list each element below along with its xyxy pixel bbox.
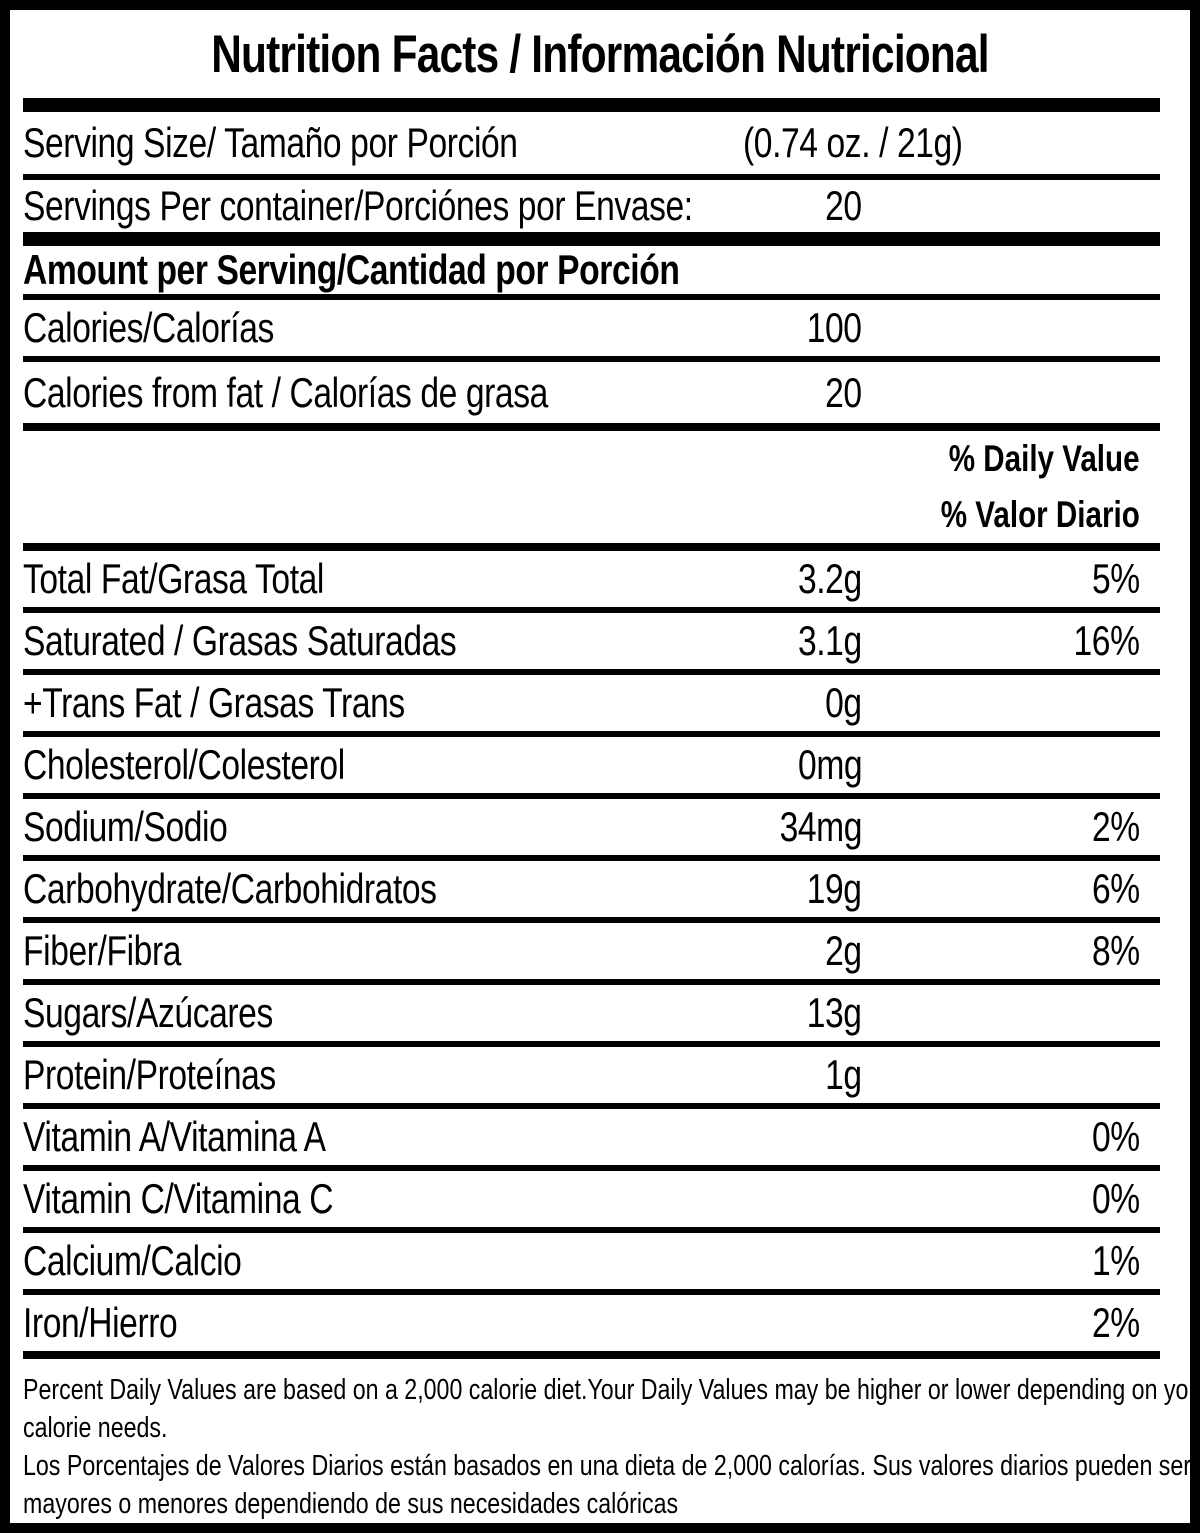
footnote-text-en-1: Percent Daily Values are based on a 2,00…: [23, 1373, 1200, 1406]
calories-row: Calories/Calorías 100: [10, 300, 1190, 356]
nutrient-daily-value: 1%: [1092, 1237, 1140, 1284]
divider: [23, 1041, 1160, 1047]
serving-size-value: (0.74 oz. / 21g): [743, 119, 963, 166]
nutrient-amount: 0mg: [797, 741, 863, 788]
footnote-line: Los Porcentajes de Valores Diarios están…: [23, 1447, 1191, 1485]
nutrient-amount: 3.2g: [798, 555, 862, 602]
divider: [23, 669, 1160, 675]
label-title-bar: Nutrition Facts / Información Nutriciona…: [10, 10, 1190, 98]
divider: [23, 731, 1160, 737]
calories-from-fat-value: 20: [825, 368, 862, 416]
divider: [23, 979, 1160, 985]
nutrient-row-fiber: Fiber/Fibra 2g 8%: [10, 923, 1190, 979]
nutrient-row-total-fat: Total Fat/Grasa Total 3.2g 5%: [10, 551, 1190, 607]
divider: [23, 1103, 1160, 1109]
nutrient-row-vitamin-c: Vitamin C/Vitamina C 0%: [10, 1171, 1190, 1227]
nutrient-label: Total Fat/Grasa Total: [23, 555, 324, 602]
nutrient-label: +Trans Fat / Grasas Trans: [23, 679, 405, 726]
nutrient-amount: 0g: [825, 679, 862, 726]
nutrient-label: Carbohydrate/Carbohidratos: [23, 865, 437, 912]
nutrient-daily-value: 8%: [1092, 927, 1140, 974]
divider-medium: [23, 423, 1160, 431]
nutrient-label: Protein/Proteínas: [23, 1051, 276, 1098]
nutrient-daily-value: 5%: [1092, 555, 1140, 602]
divider-medium: [23, 543, 1160, 551]
footnote-text-en-2: calorie needs.: [23, 1411, 168, 1444]
footnote-text-es-1: Los Porcentajes de Valores Diarios están…: [23, 1449, 1192, 1482]
serving-size-row: Serving Size/ Tamaño por Porción (0.74 o…: [10, 112, 1190, 174]
divider: [23, 793, 1160, 799]
nutrient-row-sodium: Sodium/Sodio 34mg 2%: [10, 799, 1190, 855]
nutrient-amount: 2g: [825, 927, 862, 974]
calories-label: Calories/Calorías: [23, 304, 274, 351]
divider: [23, 356, 1160, 362]
serving-size-label: Serving Size/ Tamaño por Porción: [23, 119, 518, 166]
footnote-text-es-2: mayores o menores dependiendo de sus nec…: [23, 1487, 679, 1520]
calories-from-fat-label: Calories from fat / Calorías de grasa: [23, 368, 548, 416]
daily-value-header-en: % Daily Value: [949, 438, 1140, 479]
nutrient-label: Cholesterol/Colesterol: [23, 741, 345, 788]
divider-thick: [23, 232, 1160, 246]
divider: [23, 855, 1160, 861]
nutrient-label: Sugars/Azúcares: [23, 989, 273, 1036]
footnote-line: Percent Daily Values are based on a 2,00…: [23, 1371, 1200, 1409]
divider: [23, 1165, 1160, 1171]
nutrient-label: Vitamin C/Vitamina C: [23, 1175, 334, 1222]
nutrient-row-vitamin-a: Vitamin A/Vitamina A 0%: [10, 1109, 1190, 1165]
nutrient-daily-value: 2%: [1092, 803, 1140, 850]
nutrient-amount: 13g: [807, 989, 862, 1036]
daily-value-header: % Daily Value % Valor Diario: [10, 431, 1190, 543]
nutrient-label: Fiber/Fibra: [23, 927, 182, 974]
nutrient-amount: 34mg: [779, 803, 863, 850]
nutrient-row-cholesterol: Cholesterol/Colesterol 0mg: [10, 737, 1190, 793]
divider: [23, 607, 1160, 613]
divider: [23, 1227, 1160, 1233]
divider: [23, 1289, 1160, 1295]
nutrient-row-saturated-fat: Saturated / Grasas Saturadas 3.1g 16%: [10, 613, 1190, 669]
amount-per-serving-heading-row: Amount per Serving/Cantidad por Porción: [10, 246, 1190, 294]
amount-per-serving-heading: Amount per Serving/Cantidad por Porción: [23, 246, 680, 293]
nutrient-amount: 1g: [825, 1051, 862, 1098]
daily-value-header-es: % Valor Diario: [940, 494, 1140, 535]
calories-value: 100: [807, 304, 862, 351]
nutrient-label: Calcium/Calcio: [23, 1237, 242, 1284]
label-title: Nutrition Facts / Información Nutriciona…: [211, 24, 989, 84]
servings-per-container-row: Servings Per container/Porciónes por Env…: [10, 180, 1190, 232]
nutrient-amount: 3.1g: [798, 617, 862, 664]
nutrient-row-calcium: Calcium/Calcio 1%: [10, 1233, 1190, 1289]
divider-thick: [23, 98, 1160, 112]
nutrient-label: Vitamin A/Vitamina A: [23, 1113, 326, 1160]
nutrient-label: Saturated / Grasas Saturadas: [23, 617, 457, 664]
servings-per-container-label: Servings Per container/Porciónes por Env…: [23, 182, 693, 229]
nutrient-daily-value: 6%: [1092, 865, 1140, 912]
daily-value-header-en-line: % Daily Value: [10, 431, 1190, 487]
nutrient-label: Iron/Hierro: [23, 1299, 178, 1346]
footnote: Percent Daily Values are based on a 2,00…: [10, 1359, 1200, 1523]
nutrient-daily-value: 2%: [1092, 1299, 1140, 1346]
nutrient-row-sugars: Sugars/Azúcares 13g: [10, 985, 1190, 1041]
nutrient-daily-value: 16%: [1073, 617, 1140, 664]
calories-from-fat-row: Calories from fat / Calorías de grasa 20: [10, 362, 1190, 423]
nutrient-daily-value: 0%: [1092, 1113, 1140, 1160]
divider-medium: [23, 1351, 1160, 1359]
nutrient-row-protein: Protein/Proteínas 1g: [10, 1047, 1190, 1103]
footnote-line: calorie needs.: [23, 1409, 1160, 1447]
nutrient-daily-value: 0%: [1092, 1175, 1140, 1222]
nutrient-row-trans-fat: +Trans Fat / Grasas Trans 0g: [10, 675, 1190, 731]
servings-per-container-value: 20: [825, 182, 862, 229]
daily-value-header-es-line: % Valor Diario: [10, 487, 1190, 543]
nutrient-label: Sodium/Sodio: [23, 803, 228, 850]
divider: [23, 917, 1160, 923]
nutrient-row-iron: Iron/Hierro 2%: [10, 1295, 1190, 1351]
divider: [23, 294, 1160, 300]
nutrient-amount: 19g: [807, 865, 862, 912]
divider: [23, 174, 1160, 180]
nutrient-row-carbohydrate: Carbohydrate/Carbohidratos 19g 6%: [10, 861, 1190, 917]
footnote-line: mayores o menores dependiendo de sus nec…: [23, 1485, 1160, 1523]
